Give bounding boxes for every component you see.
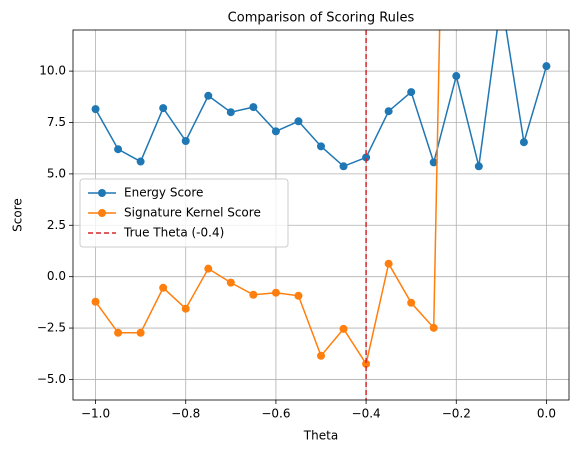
data-point xyxy=(114,328,123,337)
data-point xyxy=(271,127,280,136)
data-point xyxy=(294,117,303,126)
data-point xyxy=(294,291,303,300)
x-tick-label: −0.8 xyxy=(171,407,200,421)
data-point xyxy=(384,259,393,268)
data-point xyxy=(204,264,213,273)
legend-marker xyxy=(98,189,106,197)
data-point xyxy=(339,324,348,333)
data-point xyxy=(519,138,528,147)
y-tick-label: 10.0 xyxy=(39,64,66,78)
y-tick-label: 5.0 xyxy=(47,166,66,180)
data-point xyxy=(91,105,100,114)
x-tick-label: −0.6 xyxy=(261,407,290,421)
data-point xyxy=(271,288,280,297)
data-point xyxy=(384,107,393,116)
data-point xyxy=(136,157,145,166)
x-tick-label: −1.0 xyxy=(81,407,110,421)
data-point xyxy=(181,304,190,313)
legend-label: Energy Score xyxy=(124,186,203,200)
data-point xyxy=(429,158,438,167)
x-tick-label: −0.2 xyxy=(442,407,471,421)
data-point xyxy=(159,283,168,292)
data-point xyxy=(91,297,100,306)
y-tick-label: 0.0 xyxy=(47,269,66,283)
legend: Energy Score Signature Kernel Score True T… xyxy=(79,178,289,248)
legend-label: Signature Kernel Score xyxy=(124,206,261,220)
data-point xyxy=(497,0,505,3)
data-point xyxy=(362,359,371,368)
y-tick-label: −5.0 xyxy=(37,372,66,386)
y-tick-label: 7.5 xyxy=(47,115,66,129)
legend-label: True Theta (-0.4) xyxy=(123,226,224,240)
y-axis-label: Score xyxy=(11,198,25,232)
data-point xyxy=(407,298,416,307)
legend-box xyxy=(79,178,289,248)
data-point xyxy=(339,162,348,171)
data-point xyxy=(204,91,213,100)
data-point xyxy=(226,278,235,287)
data-point xyxy=(226,108,235,117)
data-point xyxy=(249,103,258,112)
x-tick-label: 0.0 xyxy=(537,407,556,421)
x-axis-label: Theta xyxy=(303,429,338,443)
chart-title: Comparison of Scoring Rules xyxy=(228,11,415,26)
data-point xyxy=(317,142,325,151)
plot-area xyxy=(91,0,551,400)
y-tick-label: 2.5 xyxy=(47,218,66,232)
plot-frame xyxy=(72,29,570,401)
data-point xyxy=(159,104,168,113)
data-point xyxy=(474,162,483,171)
data-point xyxy=(429,323,438,332)
data-point xyxy=(181,137,190,145)
data-point xyxy=(407,88,416,97)
y-tick-label: −2.5 xyxy=(37,321,66,335)
legend-marker xyxy=(98,209,106,217)
data-point xyxy=(249,290,258,299)
data-point xyxy=(317,351,325,360)
data-point xyxy=(452,72,461,81)
x-tick-label: −0.4 xyxy=(352,407,381,421)
data-point xyxy=(136,328,145,337)
data-point xyxy=(362,153,371,162)
data-point xyxy=(542,62,551,71)
data-point xyxy=(114,145,123,154)
